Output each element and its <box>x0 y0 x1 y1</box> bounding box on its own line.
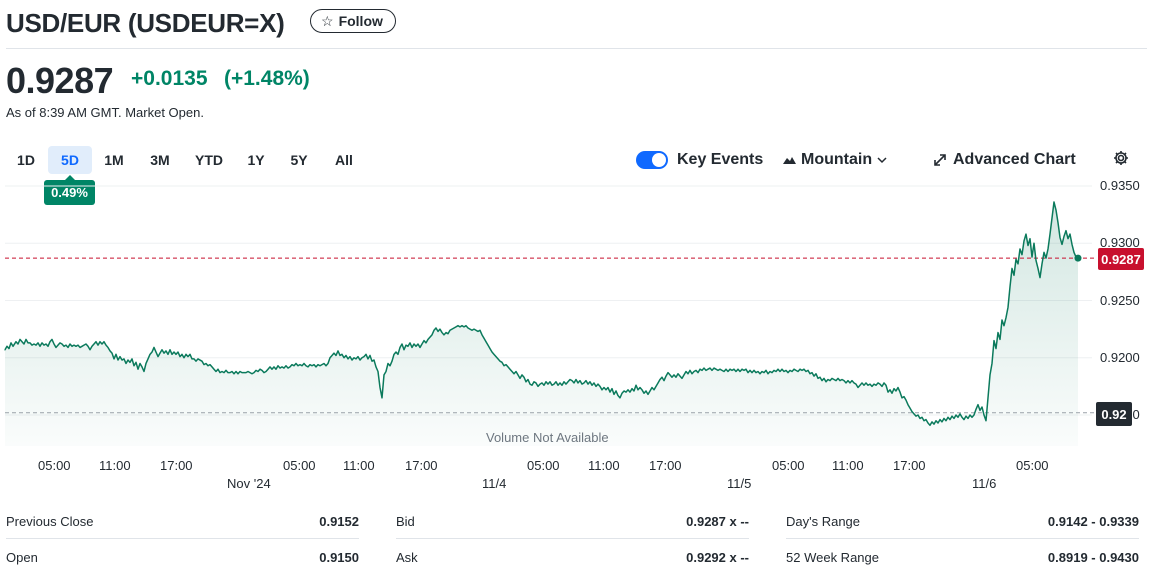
x-tick-label: 05:00 <box>283 458 316 473</box>
x-tick-label: 11:00 <box>832 458 864 473</box>
x-tick-label: 11:00 <box>343 458 375 473</box>
stat-row-divider <box>786 538 1139 539</box>
x-tick-label: 05:00 <box>772 458 805 473</box>
range-tab-5d[interactable]: 5D <box>48 146 92 174</box>
stat-value: 0.9292 x -- <box>686 550 749 565</box>
chart-settings-button[interactable] <box>1113 150 1129 171</box>
x-tick-label: 05:00 <box>527 458 560 473</box>
range-change-badge: 0.49% <box>44 175 95 205</box>
previous-close-tag: 0.92 <box>1096 402 1132 426</box>
current-price: 0.9287 <box>6 60 114 101</box>
x-date-label: 11/6 <box>972 476 997 491</box>
range-tab-all[interactable]: All <box>335 152 353 168</box>
x-date-label: 11/5 <box>727 476 752 491</box>
y-tick-label: 0.9300 <box>1100 235 1140 251</box>
advanced-chart-button[interactable]: Advanced Chart <box>933 151 1076 169</box>
x-date-label: 11/4 <box>482 476 507 491</box>
price-change-percent: (+1.48%) <box>224 67 310 90</box>
current-price-tag: 0.9287 <box>1098 248 1144 270</box>
price-change: +0.0135 <box>131 67 208 90</box>
range-tab-5y[interactable]: 5Y <box>290 152 308 168</box>
stat-label: Previous Close <box>6 514 94 529</box>
mountain-icon <box>783 157 796 164</box>
chevron-down-icon <box>877 156 887 163</box>
y-tick-label: 0.9250 <box>1100 292 1140 308</box>
x-tick-label: 11:00 <box>588 458 620 473</box>
expand-arrows-icon <box>934 154 946 166</box>
chart-type-label: Mountain <box>801 151 873 168</box>
price-chart[interactable] <box>0 180 1151 500</box>
stat-row-divider <box>6 538 359 539</box>
stat-value: 0.9152 <box>319 514 359 529</box>
follow-button[interactable]: ☆ Follow <box>310 9 396 33</box>
x-tick-label: 17:00 <box>405 458 438 473</box>
y-tick-label: 0.9200 <box>1100 349 1140 365</box>
volume-note: Volume Not Available <box>486 430 609 445</box>
range-tab-3m[interactable]: 3M <box>150 152 170 168</box>
stat-value: 0.9142 - 0.9339 <box>1047 514 1139 529</box>
toggle-knob <box>652 153 666 167</box>
x-tick-label: 17:00 <box>893 458 926 473</box>
price-area <box>5 202 1078 446</box>
follow-label: Follow <box>338 13 383 29</box>
last-price-point <box>1074 254 1082 262</box>
stat-label: Ask <box>396 550 418 565</box>
y-tick-label: 0.9350 <box>1100 178 1140 193</box>
stat-label: Day's Range <box>786 514 861 529</box>
x-tick-label: 17:00 <box>649 458 682 473</box>
stat-value: 0.9150 <box>319 550 359 565</box>
chart-type-dropdown[interactable]: Mountain <box>783 151 887 169</box>
stat-label: 52 Week Range <box>786 550 879 565</box>
x-tick-label: 05:00 <box>38 458 71 473</box>
x-date-label: Nov '24 <box>227 476 271 491</box>
x-tick-label: 17:00 <box>160 458 193 473</box>
range-tab-1m[interactable]: 1M <box>104 152 124 168</box>
price-line <box>4 201 1079 427</box>
stat-label: Open <box>6 550 38 565</box>
range-tab-1y[interactable]: 1Y <box>247 152 265 168</box>
key-events-label: Key Events <box>677 151 764 168</box>
range-tab-1d[interactable]: 1D <box>17 152 35 168</box>
gear-icon <box>1114 151 1128 165</box>
x-tick-label: 05:00 <box>1016 458 1049 473</box>
stat-value: 0.9287 x -- <box>686 514 749 529</box>
range-tab-ytd[interactable]: YTD <box>195 152 223 168</box>
market-status: As of 8:39 AM GMT. Market Open. <box>6 105 204 120</box>
header-divider <box>6 48 1147 49</box>
x-tick-label: 11:00 <box>99 458 131 473</box>
advanced-chart-label: Advanced Chart <box>953 151 1076 168</box>
stat-label: Bid <box>396 514 415 529</box>
key-events-toggle[interactable] <box>636 151 668 169</box>
stat-row-divider <box>396 538 749 539</box>
star-icon: ☆ <box>321 12 334 29</box>
stat-value: 0.8919 - 0.9430 <box>1047 550 1139 565</box>
page-title: USD/EUR (USDEUR=X) <box>6 8 285 38</box>
